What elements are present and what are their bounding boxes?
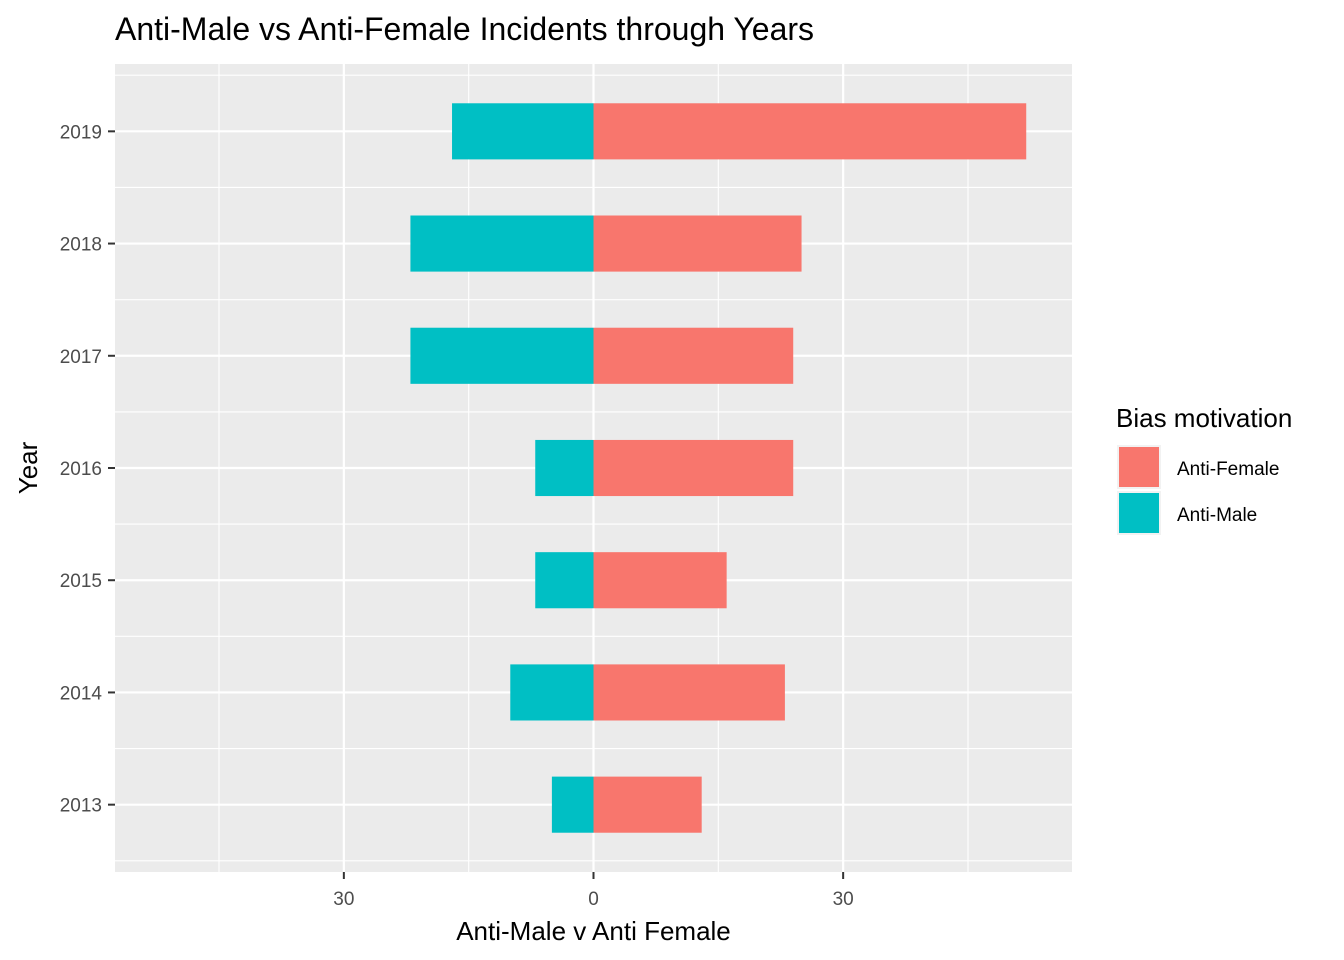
x-tick-label: 30 xyxy=(833,889,854,910)
bar-anti-female-2016 xyxy=(593,439,794,497)
bar-anti-male-2018 xyxy=(410,215,594,272)
y-tick-label: 2016 xyxy=(60,459,102,480)
bar-anti-female-2017 xyxy=(593,327,794,384)
legend-entries: Anti-Female Anti-Male xyxy=(1117,445,1279,535)
legend: Bias motivation Anti-Female Anti-Male xyxy=(1116,403,1292,535)
y-tick-label: 2015 xyxy=(60,571,102,592)
y-axis: 2013 2014 2015 2016 2017 2018 2019 xyxy=(60,122,115,817)
bar-anti-female-2018 xyxy=(593,215,802,272)
x-axis: 30 0 30 xyxy=(333,872,854,910)
x-axis-title: Anti-Male v Anti Female xyxy=(456,916,731,946)
legend-swatch-anti-male xyxy=(1119,493,1159,533)
legend-title: Bias motivation xyxy=(1116,403,1292,433)
y-tick-label: 2014 xyxy=(60,683,103,704)
bar-anti-male-2017 xyxy=(410,327,594,384)
bar-anti-male-2015 xyxy=(535,552,594,609)
y-tick-label: 2018 xyxy=(60,235,102,256)
legend-label-anti-male: Anti-Male xyxy=(1177,505,1257,526)
x-tick-label: 30 xyxy=(333,889,354,910)
y-tick-label: 2019 xyxy=(60,122,102,143)
bars xyxy=(410,103,1027,833)
y-axis-title: Year xyxy=(13,441,43,494)
bar-anti-male-2016 xyxy=(535,439,594,497)
bar-anti-female-2013 xyxy=(593,776,702,833)
chart-title: Anti-Male vs Anti-Female Incidents throu… xyxy=(115,11,814,47)
bar-anti-male-2019 xyxy=(452,103,594,160)
bar-anti-female-2014 xyxy=(593,664,785,721)
x-tick-label: 0 xyxy=(588,889,599,910)
bar-anti-female-2015 xyxy=(593,552,727,609)
bar-anti-female-2019 xyxy=(593,103,1027,160)
legend-label-anti-female: Anti-Female xyxy=(1177,459,1279,480)
bar-anti-male-2014 xyxy=(510,664,594,721)
y-tick-label: 2013 xyxy=(60,796,102,817)
legend-swatch-anti-female xyxy=(1119,447,1159,487)
y-tick-label: 2017 xyxy=(60,347,102,368)
bar-anti-male-2013 xyxy=(551,776,594,833)
